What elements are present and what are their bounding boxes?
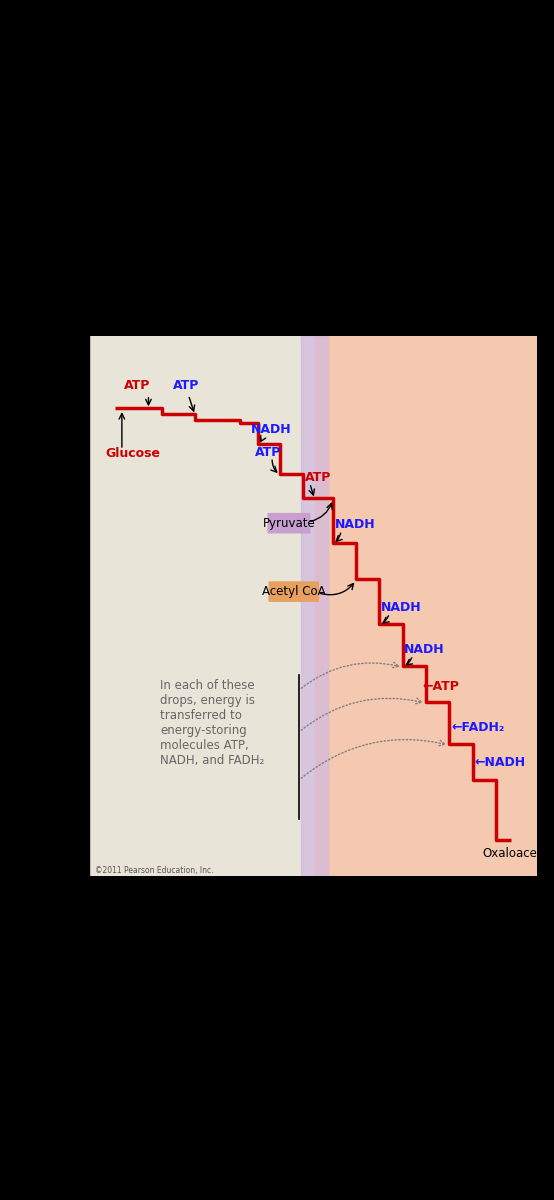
Text: Oxaloacetate: Oxaloacetate — [483, 847, 554, 859]
Text: PYRUVATE PROCESSING
AND CITRIC ACID CYCLE: PYRUVATE PROCESSING AND CITRIC ACID CYCL… — [331, 268, 517, 298]
Text: In each of these
drops, energy is
transferred to
energy-storing
molecules ATP,
N: In each of these drops, energy is transf… — [160, 679, 264, 767]
FancyBboxPatch shape — [269, 582, 319, 601]
Text: ATP: ATP — [173, 379, 200, 391]
Text: Acetyl CoA: Acetyl CoA — [262, 586, 326, 598]
FancyBboxPatch shape — [268, 514, 310, 533]
Text: NADH: NADH — [381, 601, 421, 613]
Text: NADH: NADH — [404, 643, 444, 655]
Bar — [315, 336, 537, 876]
Text: ←NADH: ←NADH — [475, 756, 526, 769]
Text: Glucose: Glucose — [105, 448, 160, 460]
Text: ATP: ATP — [305, 472, 331, 484]
Text: ATP: ATP — [255, 446, 281, 458]
Bar — [301, 336, 328, 876]
Bar — [89, 336, 315, 876]
Text: ©2011 Pearson Education, Inc.: ©2011 Pearson Education, Inc. — [95, 866, 214, 875]
Y-axis label: Change in free energy, ΔG (in kcal/mol): Change in free energy, ΔG (in kcal/mol) — [30, 482, 43, 730]
Text: ATP: ATP — [124, 379, 150, 391]
Text: GLYCOLYSIS: GLYCOLYSIS — [156, 284, 248, 298]
Text: ←FADH₂: ←FADH₂ — [451, 721, 504, 733]
Text: NADH: NADH — [251, 424, 291, 437]
Text: NADH: NADH — [335, 518, 376, 530]
Text: ←ATP: ←ATP — [423, 680, 460, 692]
Text: Pyruvate: Pyruvate — [263, 517, 315, 529]
